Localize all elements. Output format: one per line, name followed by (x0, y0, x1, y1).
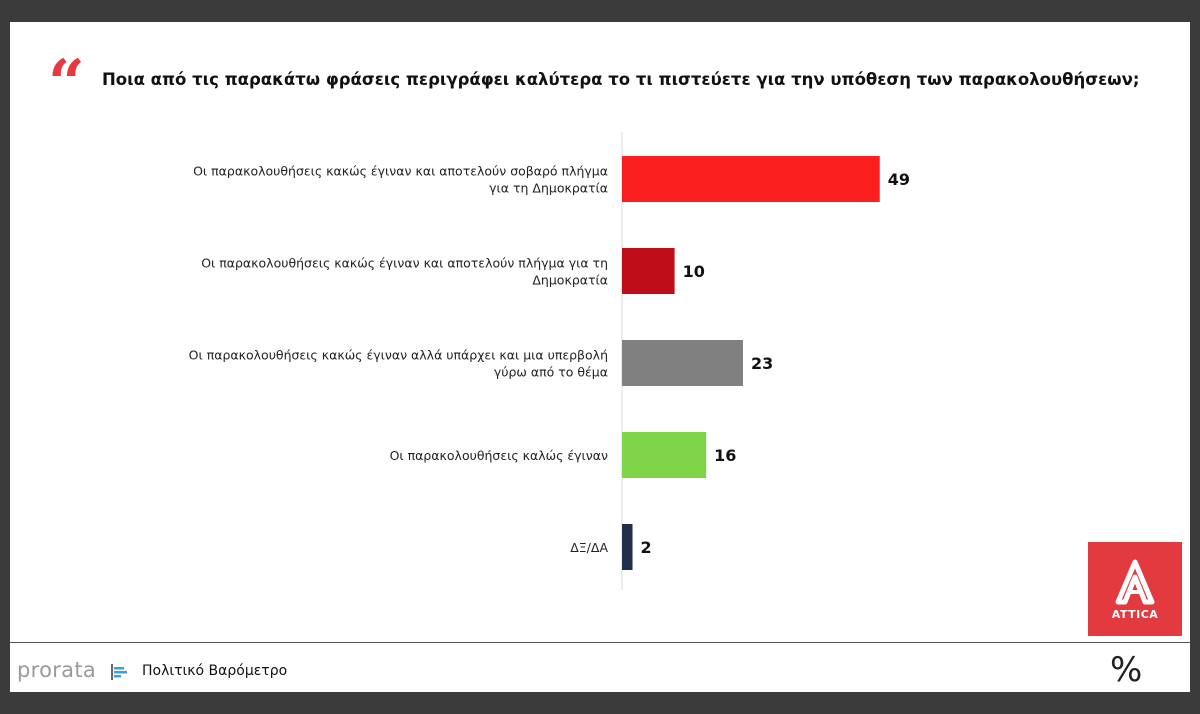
bar-2 (622, 340, 743, 386)
bar-3 (622, 432, 707, 478)
category-label-1-line-0: Οι παρακολουθήσεις κακώς έγιναν και αποτ… (201, 256, 608, 271)
attica-logo: ATTICA (1088, 542, 1182, 636)
data-label-1: 10 (683, 262, 705, 281)
footer-label: Πολιτικό Βαρόμετρο (142, 663, 288, 679)
bar-chart: 49 Οι παρακολουθήσεις κακώς έγιναν και απ… (189, 132, 910, 590)
data-label-3: 16 (714, 446, 736, 465)
data-label-2: 23 (751, 354, 773, 373)
quote-icon: “ (48, 46, 85, 121)
chart-title: Ποια από τις παρακάτω φράσεις περιγράφει… (102, 70, 1140, 89)
data-label-4: 2 (641, 538, 652, 557)
attica-logo-text: ATTICA (1111, 608, 1159, 621)
category-label-4-line-0: ΔΞ/ΔΑ (570, 540, 608, 555)
category-label-0-line-0: Οι παρακολουθήσεις κακώς έγιναν και αποτ… (193, 164, 608, 179)
bar-1 (622, 248, 675, 294)
category-label-3-line-0: Οι παρακολουθήσεις καλώς έγιναν (390, 448, 608, 463)
chart-frame: “ Ποια από τις παρακάτω φράσεις περιγράφ… (10, 22, 1190, 692)
prorata-logo-text: prorata (17, 658, 97, 682)
category-label-2-line-1: γύρω από το θέμα (494, 365, 608, 380)
category-label-0-line-1: για τη Δημοκρατία (489, 181, 608, 196)
category-label-2-line-0: Οι παρακολουθήσεις κακώς έγιναν αλλά υπά… (189, 348, 608, 363)
percent-icon: % (1110, 650, 1143, 690)
prorata-bars-icon (111, 664, 127, 680)
attica-a-icon (1115, 559, 1155, 605)
category-label-1-line-1: Δημοκρατία (532, 273, 608, 288)
bar-4 (622, 524, 633, 570)
data-label-0: 49 (888, 170, 910, 189)
footer-divider (10, 642, 1190, 643)
bar-0 (622, 156, 880, 202)
